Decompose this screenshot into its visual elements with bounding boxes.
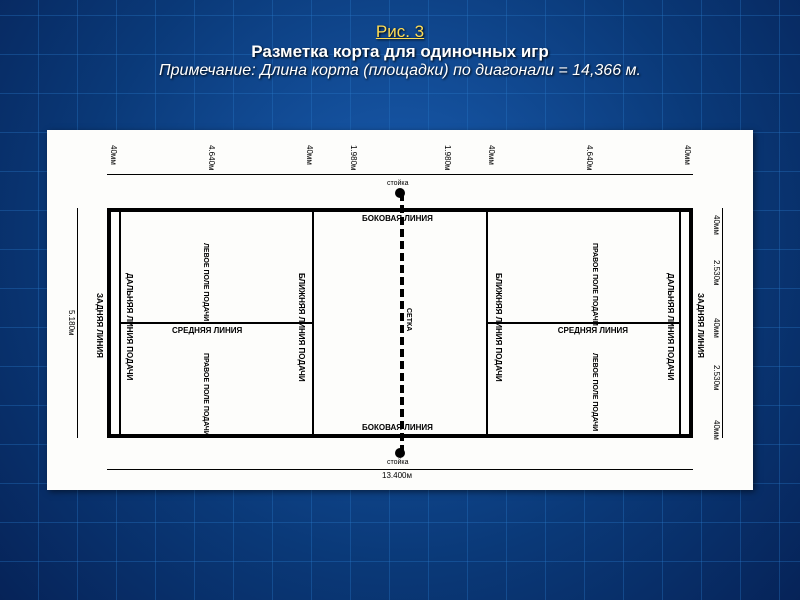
side-line-label-bottom: БОКОВАЯ ЛИНИЯ — [362, 423, 433, 432]
dim-4640: 4.640м — [207, 145, 216, 171]
right-service-court-l: ПРАВОЕ ПОЛЕ ПОДАЧИ — [202, 353, 209, 436]
court: СЕТКА стойка стойка БОКОВАЯ ЛИНИЯ БОКОВА… — [107, 208, 693, 438]
dim-40mm: 40мм — [683, 145, 692, 165]
dim-40mm: 40мм — [487, 145, 496, 165]
short-service-line-left — [312, 208, 314, 438]
figure-title: Разметка корта для одиночных игр — [0, 42, 800, 62]
dim-2530: 2.530м — [712, 365, 721, 391]
figure-note: Примечание: Длина корта (площадки) по ди… — [0, 62, 800, 80]
net-post-bottom — [395, 448, 405, 458]
dim-40mm: 40мм — [712, 215, 721, 235]
short-service-label-left: БЛИЖНЯЯ ЛИНИЯ ПОДАЧИ — [297, 273, 306, 382]
dim-2530: 2.530м — [712, 260, 721, 286]
dim-1980: 1.980м — [443, 145, 452, 171]
long-service-label-right: ДАЛЬНЯЯ ЛИНИЯ ПОДАЧИ — [666, 273, 675, 380]
dim-40mm: 40мм — [109, 145, 118, 165]
left-service-court-r: ЛЕВОЕ ПОЛЕ ПОДАЧИ — [591, 353, 598, 431]
long-service-label-left: ДАЛЬНЯЯ ЛИНИЯ ПОДАЧИ — [125, 273, 134, 380]
dim-4640: 4.640м — [585, 145, 594, 171]
centre-line-right — [488, 322, 681, 324]
dim-40mm: 40мм — [305, 145, 314, 165]
net-post-top — [395, 188, 405, 198]
dim-line-right — [722, 208, 723, 438]
net-label: СЕТКА — [405, 308, 412, 331]
left-service-court-l: ЛЕВОЕ ПОЛЕ ПОДАЧИ — [202, 243, 209, 321]
side-line-label-top: БОКОВАЯ ЛИНИЯ — [362, 214, 433, 223]
centre-line-left — [119, 322, 312, 324]
title-block: Рис. 3 Разметка корта для одиночных игр … — [0, 22, 800, 80]
dim-1980: 1.980м — [349, 145, 358, 171]
post-label-bottom: стойка — [387, 459, 409, 466]
dim-13400: 13.400м — [382, 471, 412, 480]
dim-line-left — [77, 208, 78, 438]
dim-line-top — [107, 174, 693, 175]
short-service-label-right: БЛИЖНЯЯ ЛИНИЯ ПОДАЧИ — [494, 273, 503, 382]
centre-line-label-left: СРЕДНЯЯ ЛИНИЯ — [172, 326, 242, 335]
diagram-panel: 40мм 4.640м 40мм 1.980м 1.980м 40мм 4.64… — [47, 130, 753, 490]
centre-line-label-right: СРЕДНЯЯ ЛИНИЯ — [558, 326, 628, 335]
right-service-court-r: ПРАВОЕ ПОЛЕ ПОДАЧИ — [591, 243, 598, 326]
dim-line-bottom — [107, 469, 693, 470]
back-line-label-left: ЗАДНЯЯ ЛИНИЯ — [95, 293, 104, 358]
net-line — [400, 193, 404, 453]
back-line-label-right: ЗАДНЯЯ ЛИНИЯ — [696, 293, 705, 358]
dim-40mm: 40мм — [712, 420, 721, 440]
dim-5180: 5.180м — [67, 310, 76, 336]
dim-40mm: 40мм — [712, 318, 721, 338]
figure-number: Рис. 3 — [0, 22, 800, 42]
post-label-top: стойка — [387, 180, 409, 187]
